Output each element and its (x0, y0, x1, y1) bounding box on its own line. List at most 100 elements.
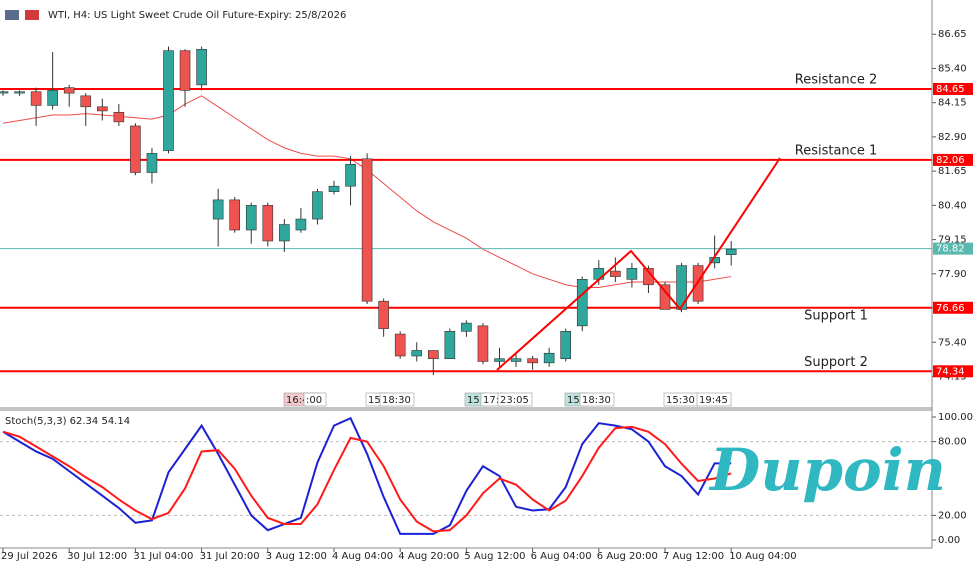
candle-body (411, 350, 423, 357)
toolbar-icons (5, 10, 39, 20)
session-marker (379, 392, 415, 407)
candle-body (196, 48, 207, 86)
y-tick-label: 20.00 (938, 510, 967, 521)
candle-body (527, 358, 538, 364)
y-tick-label: 79.15 (938, 235, 967, 246)
candle-body (394, 333, 406, 357)
candle-body (510, 358, 522, 362)
stochastic-line (2, 416, 732, 535)
price-tag-label: 78.82 (936, 244, 965, 255)
candle-body (63, 87, 75, 94)
candle-body (30, 91, 42, 106)
candle-body (461, 322, 472, 332)
candle-body (494, 358, 505, 362)
indicator-title: Stoch(5,3,3) 62.34 54.14 (5, 416, 130, 427)
candle-body (312, 191, 323, 220)
session-marker-label: 18:30 (582, 395, 611, 406)
level-name: Support 2 (804, 355, 868, 370)
session-marker-label: 23:05 (500, 395, 529, 406)
candle-body (80, 95, 92, 108)
y-tick-label: 0.00 (938, 535, 960, 546)
session-marker-label: 15: (368, 395, 384, 406)
session-marker-label: 15: (567, 395, 583, 406)
y-tick-label: 86.65 (938, 29, 967, 40)
candle-body (14, 91, 25, 94)
session-marker-label: 17: (483, 395, 499, 406)
candle-body (262, 205, 274, 242)
x-tick-label: 4 Aug 04:00 (332, 551, 393, 562)
y-tick-label: 85.40 (938, 63, 967, 74)
candle-body (676, 265, 687, 310)
candle-body (47, 90, 58, 106)
stochastic-line (2, 425, 732, 533)
x-tick-label: 5 Aug 12:00 (464, 551, 525, 562)
x-tick-label: 31 Jul 04:00 (133, 551, 193, 562)
candle-body (725, 248, 737, 255)
candle-body (179, 50, 191, 91)
candle-body (295, 218, 307, 231)
candle-body (626, 268, 638, 280)
candle-body (427, 350, 439, 360)
candle-body (345, 163, 356, 187)
session-marker-label: 18:30 (382, 395, 411, 406)
x-tick-label: 30 Jul 12:00 (67, 551, 127, 562)
candle-body (146, 153, 158, 173)
session-marker (497, 392, 533, 407)
price-tag-label: 74.34 (936, 366, 965, 377)
x-tick-label: 31 Jul 20:00 (200, 551, 260, 562)
candle-body (576, 279, 588, 327)
candle-body (97, 106, 108, 112)
candle-body (163, 50, 174, 151)
price-tag (933, 82, 973, 95)
chart-title: WTI, H4: US Light Sweet Crude Oil Future… (48, 10, 346, 21)
candle-body (610, 270, 621, 277)
x-tick-label: 6 Aug 20:00 (597, 551, 658, 562)
x-tick-label: 4 Aug 20:00 (398, 551, 459, 562)
price-tag (933, 242, 973, 255)
price-tag (933, 301, 973, 314)
session-marker-label: 15:30 (666, 395, 695, 406)
price-tag-label: 84.65 (936, 84, 965, 95)
session-marker-label: 19:45 (699, 395, 728, 406)
y-tick-label: 75.40 (938, 337, 967, 348)
level-name: Resistance 2 (795, 72, 877, 87)
price-tag-label: 82.06 (936, 155, 965, 166)
level-name: Support 1 (804, 308, 868, 323)
y-tick-label: 84.15 (938, 98, 967, 109)
candle-body (444, 331, 456, 360)
x-tick-label: 6 Aug 04:00 (531, 551, 592, 562)
candle-body (113, 111, 125, 123)
candle-body (245, 205, 257, 231)
candle-body (378, 300, 389, 329)
trend-drawing (496, 157, 781, 371)
session-marker-label: 15: (467, 395, 483, 406)
price-tag (933, 153, 973, 166)
y-tick-label: 100.00 (938, 412, 973, 423)
candle-body (560, 331, 572, 360)
price-tag-label: 76.66 (936, 303, 965, 314)
logo: Dupoin (708, 436, 946, 504)
session-marker (579, 392, 615, 407)
y-tick-label: 77.90 (938, 269, 967, 280)
x-tick-label: 3 Aug 12:00 (266, 551, 327, 562)
candle-body (279, 224, 290, 242)
x-tick-label: 29 Jul 2026 (1, 551, 58, 562)
session-marker (303, 392, 327, 407)
x-tick-label: 7 Aug 12:00 (663, 551, 724, 562)
y-tick-label: 80.40 (938, 200, 967, 211)
candle-body (543, 352, 555, 364)
candle-body (361, 158, 373, 302)
candle-body (477, 325, 489, 362)
y-tick-label: 82.90 (938, 132, 967, 143)
x-tick-label: 10 Aug 04:00 (729, 551, 796, 562)
candle-body (229, 199, 240, 231)
session-marker-label: :00 (306, 395, 322, 406)
level-name: Resistance 1 (795, 143, 877, 158)
price-tag (933, 365, 973, 378)
y-tick-label: 81.65 (938, 166, 967, 177)
session-marker-label: 16:45 (286, 395, 315, 406)
candle-body (130, 125, 141, 173)
candle-body (0, 91, 9, 94)
y-tick-label: 80.00 (938, 437, 967, 448)
